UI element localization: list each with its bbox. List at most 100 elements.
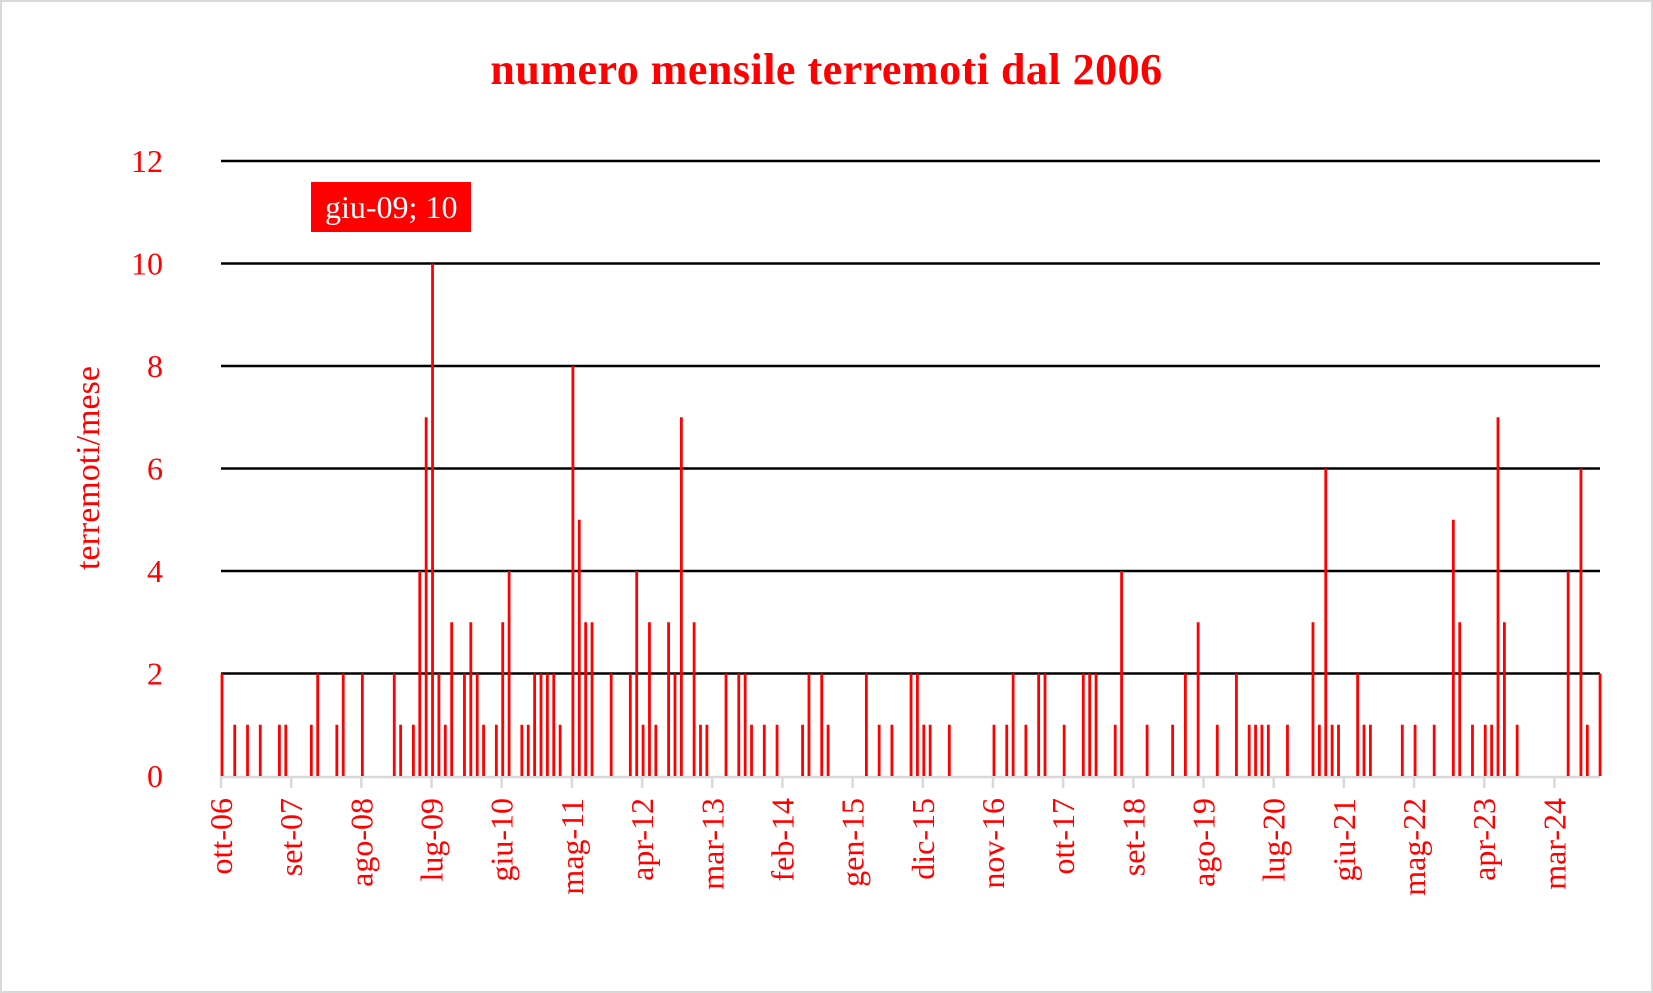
x-tick-label: nov-16 — [975, 798, 1011, 889]
data-bar — [418, 571, 422, 776]
data-bar — [1311, 622, 1315, 776]
data-bar — [641, 724, 645, 776]
x-tick-label: giu-10 — [484, 798, 520, 882]
data-bar — [1451, 519, 1455, 776]
data-bar — [258, 724, 262, 776]
data-bar — [928, 724, 932, 776]
data-bar — [399, 724, 403, 776]
data-bar — [1458, 622, 1462, 776]
x-tick-label: apr-12 — [624, 798, 660, 881]
data-bar — [1005, 724, 1009, 776]
data-bar — [494, 724, 498, 776]
data-bar — [1088, 673, 1092, 776]
data-bar — [1266, 724, 1270, 776]
data-bar — [1585, 724, 1589, 776]
data-bar — [246, 724, 249, 776]
data-bar — [609, 673, 613, 776]
data-bar — [1260, 724, 1264, 776]
data-bar — [743, 673, 747, 776]
data-bar — [552, 673, 556, 776]
data-bar — [475, 673, 479, 776]
data-bar — [1235, 673, 1238, 776]
data-bar — [469, 622, 473, 776]
data-bar — [450, 622, 454, 776]
data-bar — [1317, 724, 1321, 776]
data-bar — [1062, 724, 1066, 776]
data-bar — [482, 724, 485, 776]
data-bar — [1324, 468, 1328, 776]
data-bar — [890, 724, 894, 776]
data-bar — [648, 622, 651, 776]
data-bar — [1120, 571, 1123, 776]
data-bar — [360, 673, 364, 776]
data-bar — [628, 673, 632, 776]
data-bar — [233, 724, 237, 776]
data-bar — [1356, 673, 1360, 776]
data-bar — [692, 622, 696, 776]
x-tick-label: set-07 — [273, 798, 309, 876]
data-bar — [992, 724, 996, 776]
data-bar — [577, 519, 581, 776]
x-tick-label: mag-22 — [1396, 798, 1432, 896]
data-bar — [667, 622, 670, 776]
data-bar — [335, 724, 339, 776]
x-tick-label: lug-20 — [1256, 798, 1292, 882]
data-bar — [341, 673, 345, 776]
data-bar — [916, 673, 919, 776]
data-bar — [807, 673, 811, 776]
data-bar — [533, 673, 537, 776]
data-bar — [590, 622, 594, 776]
data-bar — [699, 724, 702, 776]
data-bar — [431, 263, 434, 776]
data-bar — [826, 724, 830, 776]
data-bar — [1432, 724, 1436, 776]
data-bar — [1502, 622, 1506, 776]
data-bar — [705, 724, 709, 776]
chart-title: numero mensile terremoti dal 2006 — [490, 45, 1163, 94]
y-tick-label: 0 — [147, 758, 163, 794]
data-bar — [1496, 417, 1500, 776]
data-bar — [1515, 724, 1519, 776]
data-bar — [1337, 724, 1340, 776]
data-bar — [877, 724, 881, 776]
data-bar — [539, 673, 543, 776]
data-bar — [501, 622, 505, 776]
data-bar — [412, 724, 415, 776]
data-bar — [392, 673, 396, 776]
y-tick-label: 12 — [131, 143, 163, 179]
data-bar — [284, 724, 288, 776]
data-bar — [922, 724, 926, 776]
data-bar — [584, 622, 588, 776]
data-bar — [1566, 571, 1570, 776]
data-bar — [737, 673, 741, 776]
x-tick-label: mag-11 — [554, 798, 590, 895]
data-bar — [1362, 724, 1366, 776]
y-tick-label: 2 — [147, 656, 163, 692]
data-bar — [1081, 673, 1085, 776]
data-bar — [1171, 724, 1175, 776]
data-callout: giu-09; 10 — [311, 182, 472, 232]
data-bar — [443, 724, 447, 776]
data-bar — [1183, 673, 1187, 776]
data-bar — [679, 417, 683, 776]
data-bar — [1145, 724, 1149, 776]
data-bar — [1215, 724, 1219, 776]
data-bar — [1196, 622, 1200, 776]
x-tick-label: ago-08 — [343, 798, 379, 887]
x-tick-label: gen-15 — [835, 798, 871, 887]
data-bar — [220, 673, 224, 776]
x-tick-label: lug-09 — [414, 798, 450, 882]
data-bar — [507, 571, 511, 776]
data-bar — [558, 724, 562, 776]
data-bar — [947, 724, 951, 776]
data-bar — [309, 724, 313, 776]
data-bar — [1094, 673, 1098, 776]
data-bar — [1330, 724, 1334, 776]
data-bar — [801, 724, 804, 776]
x-tick-label: apr-23 — [1466, 798, 1502, 881]
data-bar — [820, 673, 824, 776]
x-tick-label: set-18 — [1115, 798, 1151, 876]
x-tick-label: ott-06 — [203, 798, 239, 874]
